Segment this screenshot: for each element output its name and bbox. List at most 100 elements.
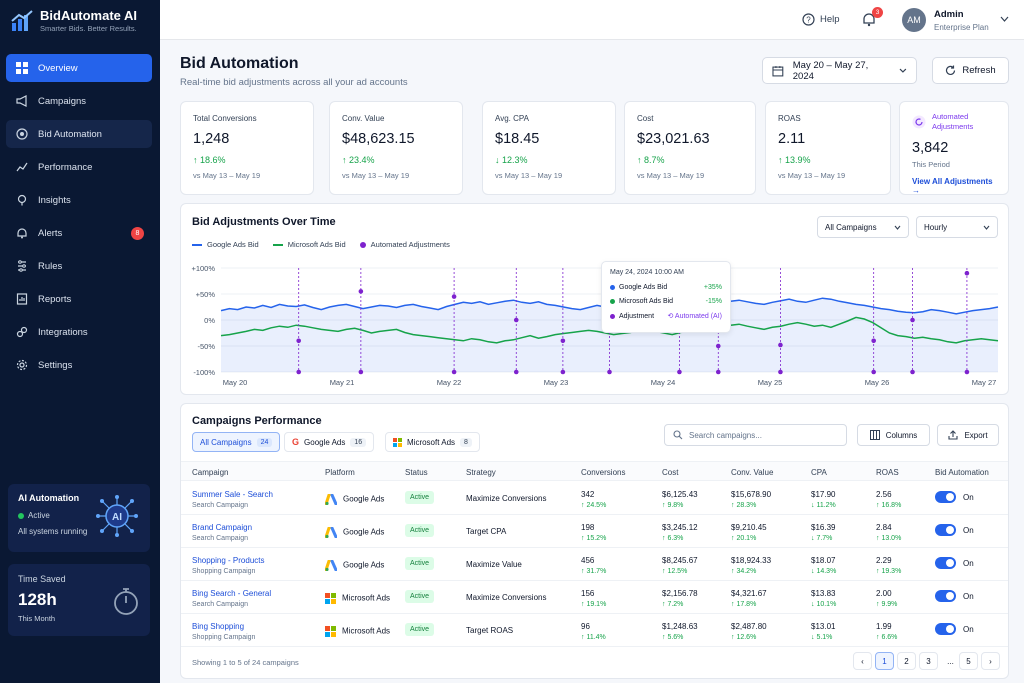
pagination-page-3[interactable]: 3 [919, 652, 938, 670]
google-ads-logo-icon [324, 526, 338, 539]
campaign-name-link[interactable]: Brand Campaign [192, 523, 253, 532]
logo[interactable]: BidAutomate AI Smarter Bids. Better Resu… [10, 8, 137, 33]
sidebar-item-overview[interactable]: Overview [6, 54, 152, 82]
cost-value: $6,125.43 [662, 490, 698, 499]
tooltip-label: Microsoft Ads Bid [619, 298, 674, 305]
campaign-name-link[interactable]: Bing Shopping [192, 622, 245, 631]
search-campaigns-input[interactable]: Search campaigns... [664, 424, 847, 446]
table-row[interactable]: Summer Sale - Search Search Campaign Googl… [181, 482, 1008, 515]
ai-automation-card[interactable]: AI Automation Active All systems running… [8, 484, 150, 552]
column-header[interactable]: Platform [325, 468, 355, 477]
sidebar-item-reports[interactable]: Reports [6, 285, 152, 313]
column-header[interactable]: ROAS [876, 468, 899, 477]
table-row[interactable]: Shopping - Products Shopping Campaign Goog… [181, 548, 1008, 581]
kpi-delta: ↓ 12.3% [495, 155, 528, 165]
legend-label: Microsoft Ads Bid [287, 240, 346, 249]
pagination-next[interactable]: › [981, 652, 1000, 670]
granularity-select[interactable]: Hourly [916, 216, 998, 238]
adjustment-point [296, 369, 301, 375]
table-row[interactable]: Bing Search - General Search Campaign Micr… [181, 581, 1008, 614]
column-header[interactable]: Campaign [192, 468, 229, 477]
conv-value-cell: $18,924.33 ↑ 34.2% [731, 556, 771, 575]
bid-automation-toggle[interactable] [935, 557, 956, 569]
conv-value-delta: ↑ 28.3% [731, 502, 757, 509]
tooltip-label: Adjustment [619, 312, 655, 320]
x-tick-label: May 24 [651, 378, 676, 387]
kpi-card-conv-value[interactable]: Conv. Value $48,623.15 ↑ 23.4% vs May 13… [329, 101, 463, 195]
kpi-card-roas[interactable]: ROAS 2.11 ↑ 13.9% vs May 13 – May 19 [765, 101, 891, 195]
cpa-value: $17.90 [811, 490, 836, 499]
sidebar-item-integrations[interactable]: Integrations [6, 318, 152, 346]
sidebar-item-bid-automation[interactable]: Bid Automation [6, 120, 152, 148]
search-placeholder: Search campaigns... [689, 430, 762, 440]
campaign-name-link[interactable]: Bing Search - General [192, 589, 272, 598]
toggle-label: On [963, 592, 974, 601]
help-button[interactable]: ? Help [802, 13, 840, 26]
tab-label: Google Ads [304, 437, 346, 447]
bid-automation-toggle[interactable] [935, 590, 956, 602]
column-header[interactable]: Bid Automation [935, 468, 989, 477]
campaign-name-link[interactable]: Summer Sale - Search [192, 490, 273, 499]
column-header[interactable]: Conv. Value [731, 468, 774, 477]
campaign-name-link[interactable]: Shopping - Products [192, 556, 265, 565]
kpi-card-avg-cpa[interactable]: Avg. CPA $18.45 ↓ 12.3% vs May 13 – May … [482, 101, 616, 195]
sidebar-item-campaigns[interactable]: Campaigns [6, 87, 152, 115]
conv-value-delta: ↑ 34.2% [731, 568, 757, 575]
table-row[interactable]: Brand Campaign Search Campaign Google Ads A… [181, 515, 1008, 548]
adjustment-point [910, 369, 915, 375]
tab-microsoft-ads[interactable]: Microsoft Ads 8 [385, 432, 480, 452]
pagination-page-5[interactable]: 5 [959, 652, 978, 670]
pagination-ellipsis: ... [941, 652, 960, 670]
sidebar-item-label: Settings [38, 359, 73, 371]
export-button[interactable]: Export [937, 424, 999, 446]
ai-chip-label: AI [112, 512, 122, 523]
sidebar-item-rules[interactable]: Rules [6, 252, 152, 280]
tab-google-ads[interactable]: G Google Ads 16 [284, 432, 375, 452]
avatar[interactable]: AM [902, 8, 926, 32]
column-header[interactable]: Status [405, 468, 428, 477]
kpi-card-conversions[interactable]: Total Conversions 1,248 ↑ 18.6% vs May 1… [180, 101, 314, 195]
columns-button[interactable]: Columns [857, 424, 930, 446]
refresh-button[interactable]: Refresh [932, 57, 1009, 84]
platform-cell: Google Ads [324, 559, 384, 572]
table-row[interactable]: Bing Shopping Shopping Campaign Microsoft … [181, 614, 1008, 647]
adjustment-point [778, 369, 783, 375]
cpa-cell: $18.07 ↓ 14.3% [811, 556, 836, 575]
notifications-button[interactable]: 3 [862, 7, 883, 29]
column-header[interactable]: Conversions [581, 468, 626, 477]
sidebar-item-alerts[interactable]: Alerts 8 [6, 219, 152, 247]
sidebar-item-settings[interactable]: Settings [6, 351, 152, 379]
campaign-filter-select[interactable]: All Campaigns [817, 216, 909, 238]
campaign-cell: Bing Search - General Search Campaign [192, 589, 271, 608]
legend-swatch [272, 243, 283, 246]
sidebar-item-insights[interactable]: Insights [6, 186, 152, 214]
pagination-prev[interactable]: ‹ [853, 652, 872, 670]
x-tick-label: May 21 [330, 378, 355, 387]
platform-cell: Google Ads [324, 493, 384, 506]
pagination-page-2[interactable]: 2 [897, 652, 916, 670]
conv-value-value: $2,487.80 [731, 622, 767, 631]
bid-automation-toggle[interactable] [935, 524, 956, 536]
kpi-card-cost[interactable]: Cost $23,021.63 ↑ 8.7% vs May 13 – May 1… [624, 101, 756, 195]
export-icon [948, 430, 958, 440]
sidebar-item-performance[interactable]: Performance [6, 153, 152, 181]
pagination-page-1[interactable]: 1 [875, 652, 894, 670]
bid-automation-toggle[interactable] [935, 623, 956, 635]
bid-adjustments-chart-card: Bid Adjustments Over Time Google Ads Bid… [180, 203, 1009, 395]
conversions-delta: ↑ 31.7% [581, 568, 607, 575]
export-label: Export [964, 430, 988, 440]
conv-value-cell: $15,678.90 ↑ 28.3% [731, 490, 771, 509]
view-all-adjustments-link[interactable]: View All Adjustments → [912, 177, 993, 195]
column-header[interactable]: Strategy [466, 468, 496, 477]
tab-all-campaigns[interactable]: All Campaigns 24 [192, 432, 281, 452]
column-header[interactable]: CPA [811, 468, 827, 477]
bid-automation-toggle[interactable] [935, 491, 956, 503]
user-menu[interactable]: Admin Enterprise Plan [934, 9, 989, 32]
column-header[interactable]: Cost [662, 468, 679, 477]
kpi-card-automated-adjustments[interactable]: Automated Adjustments 3,842 This Period … [899, 101, 1009, 195]
conversions-cell: 342 ↑ 24.5% [581, 490, 606, 509]
date-range-picker[interactable]: May 20 – May 27, 2024 [762, 57, 917, 84]
cost-cell: $1,248.63 ↑ 5.6% [662, 622, 698, 641]
bid-adjustments-chart[interactable]: +100% +50% 0% -50% -100% May 20 May 21 May 22 Ma… [181, 254, 1008, 394]
chevron-down-icon[interactable] [1000, 16, 1009, 22]
